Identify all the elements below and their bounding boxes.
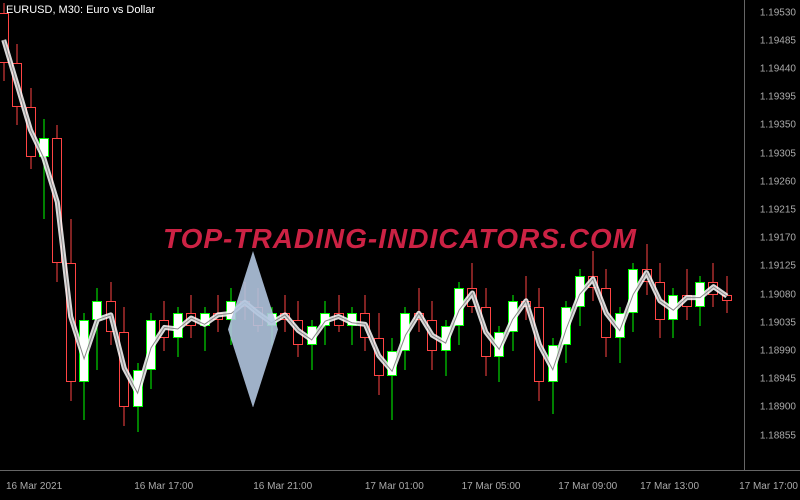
candlestick [92, 0, 102, 470]
watermark-text: TOP-TRADING-INDICATORS.COM [163, 223, 637, 255]
y-axis-label: 1.18990 [760, 345, 796, 356]
candlestick [39, 0, 49, 470]
y-axis-label: 1.19440 [760, 63, 796, 74]
x-axis-label: 17 Mar 09:00 [558, 481, 617, 492]
y-axis-label: 1.19350 [760, 120, 796, 131]
y-axis-label: 1.18900 [760, 402, 796, 413]
x-axis-label: 16 Mar 2021 [6, 481, 62, 492]
chart-container: EURUSD, M30: Euro vs Dollar TOP-TRADING-… [0, 0, 800, 500]
candlestick [66, 0, 76, 470]
x-axis-label: 17 Mar 05:00 [462, 481, 521, 492]
candlestick [26, 0, 36, 470]
indicator-arrow [228, 251, 278, 413]
candlestick [52, 0, 62, 470]
x-axis-label: 16 Mar 21:00 [253, 481, 312, 492]
y-axis-label: 1.18945 [760, 374, 796, 385]
candlestick [722, 0, 732, 470]
candlestick [133, 0, 143, 470]
candlestick [106, 0, 116, 470]
y-axis-label: 1.19395 [760, 92, 796, 103]
y-axis-label: 1.19125 [760, 261, 796, 272]
y-axis-label: 1.19485 [760, 35, 796, 46]
y-axis-label: 1.19215 [760, 204, 796, 215]
y-axis-label: 1.19530 [760, 7, 796, 18]
x-axis-label: 16 Mar 17:00 [134, 481, 193, 492]
y-axis-label: 1.19260 [760, 176, 796, 187]
candlestick [668, 0, 678, 470]
candlestick [12, 0, 22, 470]
x-axis-label: 17 Mar 01:00 [365, 481, 424, 492]
y-axis-label: 1.19170 [760, 233, 796, 244]
candlestick [79, 0, 89, 470]
y-axis-label: 1.19305 [760, 148, 796, 159]
x-axis-label: 17 Mar 13:00 [640, 481, 699, 492]
candlestick [682, 0, 692, 470]
candlestick [695, 0, 705, 470]
x-axis-label: 17 Mar 17:00 [739, 481, 798, 492]
y-axis: 1.19530 1.19485 1.19440 1.19395 1.19350 1.193… [744, 0, 800, 470]
candlestick [119, 0, 129, 470]
candlestick [642, 0, 652, 470]
y-axis-label: 1.19080 [760, 289, 796, 300]
chart-title: EURUSD, M30: Euro vs Dollar [6, 4, 155, 16]
x-axis: 16 Mar 2021 16 Mar 17:00 16 Mar 21:00 17 Ma… [0, 470, 800, 500]
candlestick [655, 0, 665, 470]
candlestick [708, 0, 718, 470]
y-axis-label: 1.19035 [760, 317, 796, 328]
candlestick [0, 0, 9, 470]
candlestick [146, 0, 156, 470]
y-axis-label: 1.18855 [760, 430, 796, 441]
